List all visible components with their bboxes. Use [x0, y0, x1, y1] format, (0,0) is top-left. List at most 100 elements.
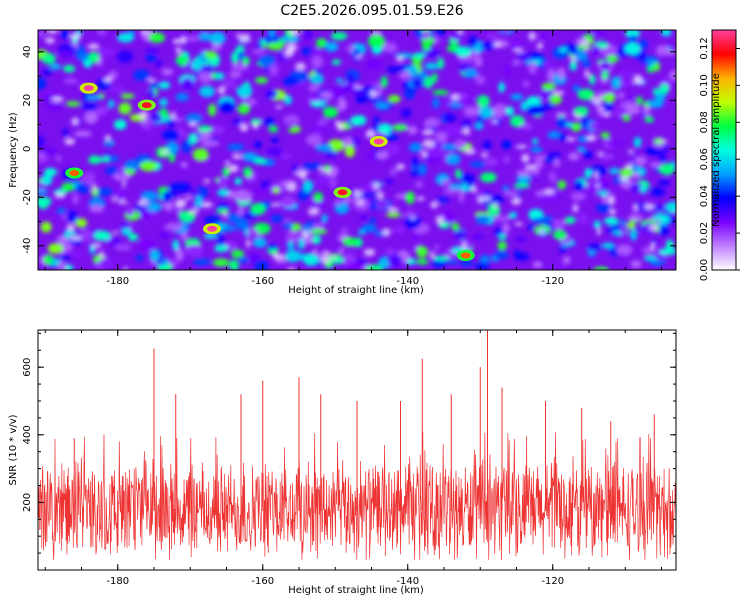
spectrogram-cell — [61, 30, 70, 39]
spectrogram-cell — [235, 218, 249, 231]
spectrogram-cell — [544, 60, 554, 71]
spectrogram-cell — [111, 196, 117, 202]
spectrogram-cell — [150, 112, 163, 123]
spectrogram-cell — [421, 129, 434, 136]
spectrogram-cell — [633, 80, 646, 85]
spectrogram-cell — [640, 185, 647, 194]
spectrogram-cell — [295, 62, 306, 71]
spectrogram-cell — [342, 237, 357, 247]
spectrogram-cell — [609, 208, 616, 215]
spectrogram-cell — [343, 252, 356, 266]
spectrogram-cell — [657, 139, 668, 143]
spectrogram-cell — [340, 226, 349, 235]
spectrogram-cell — [72, 193, 79, 205]
spectrogram-cell — [230, 249, 245, 259]
spectrogram-x-label: Height of straight line (km) — [288, 285, 424, 296]
spectrogram-cell — [241, 152, 257, 162]
spectrogram-cell — [179, 36, 187, 44]
spectrogram-cell — [512, 49, 525, 53]
colorbar-tick-label: 0.02 — [699, 222, 710, 244]
spectrogram-cell — [252, 237, 267, 248]
spectrogram-cell — [538, 194, 556, 201]
spectrogram-cell — [594, 170, 599, 180]
spectrogram-cell — [191, 58, 203, 72]
spectrogram-cell — [492, 42, 502, 48]
spectrogram-cell — [217, 176, 228, 187]
spectrogram-cell — [424, 48, 440, 58]
spectrogram-cell — [657, 150, 667, 163]
spectrogram-cell — [606, 55, 619, 63]
spectrogram-cell — [659, 163, 675, 176]
spectrogram-cell — [149, 249, 160, 262]
spectrogram-peak — [69, 170, 80, 177]
spectrogram-cell — [570, 192, 586, 200]
spectrogram-cell — [454, 139, 466, 149]
spectrogram-cell — [463, 148, 476, 155]
spectrogram-cell — [324, 150, 337, 158]
spectrogram-cell — [311, 234, 322, 245]
spectrogram-cell — [114, 244, 132, 251]
spectrogram-cell — [630, 260, 642, 269]
spectrogram-cell — [532, 261, 543, 269]
spectrogram-cell — [221, 225, 237, 232]
spectrogram-cell — [280, 152, 292, 160]
spectrogram-cell — [493, 202, 498, 209]
spectrogram-cell — [155, 59, 163, 68]
spectrogram-cell — [291, 125, 301, 133]
spectrogram-cell — [181, 140, 191, 154]
spectrogram-cell — [357, 199, 365, 206]
spectrogram-cell — [354, 55, 364, 59]
spectrogram-cell — [579, 40, 590, 46]
spectrogram-cell — [123, 266, 128, 270]
spectrogram-cell — [247, 228, 259, 237]
spectrogram-cell — [301, 230, 311, 238]
spectrogram-cell — [237, 207, 244, 216]
spectrogram-cell — [286, 230, 299, 242]
spectrogram-cell — [472, 234, 485, 240]
spectrogram-cell — [251, 188, 265, 195]
spectrogram-cell — [118, 166, 125, 177]
spectrogram-peak — [373, 138, 384, 145]
spectrogram-cell — [624, 104, 641, 115]
spectrogram-cell — [286, 183, 297, 192]
snr-x-ticks: -180 -160 -140 -120 — [44, 330, 662, 587]
spectrogram-cell — [635, 156, 647, 165]
spectrogram-cell — [568, 43, 579, 55]
spectrogram-cell — [454, 46, 472, 57]
spectrogram-cell — [619, 68, 632, 78]
spectrogram-cell — [369, 89, 376, 98]
spectrogram-cell — [239, 212, 257, 219]
spectrogram-cell — [405, 191, 415, 205]
spectrogram-cell — [476, 95, 490, 107]
spectrogram-cell — [547, 263, 566, 270]
spectrogram-cell — [503, 65, 512, 78]
spectrogram-cell — [539, 34, 549, 41]
y-tick-label: 40 — [22, 45, 33, 58]
spectrogram-cell — [113, 119, 127, 130]
spectrogram-cell — [330, 31, 348, 41]
y-tick-label: 200 — [22, 493, 33, 512]
spectrogram-cell — [584, 167, 592, 179]
spectrogram-cell — [407, 125, 418, 135]
spectrogram-cell — [363, 248, 376, 257]
spectrogram-cell — [120, 227, 132, 236]
spectrogram-cell — [501, 140, 513, 150]
spectrogram-cell — [408, 142, 423, 153]
spectrogram-cell — [203, 215, 221, 226]
spectrogram-x-ticks: -180 -160 -140 -120 — [44, 30, 662, 287]
spectrogram-cell — [198, 71, 213, 83]
spectrogram-cell — [138, 240, 157, 251]
spectrogram-cell — [275, 105, 283, 109]
spectrogram-cell — [624, 163, 634, 170]
spectrogram-cell — [228, 71, 242, 79]
spectrogram-cell — [399, 70, 411, 80]
spectrogram-cell — [63, 78, 78, 84]
spectrogram-cell — [423, 76, 433, 89]
spectrogram-cell — [630, 227, 638, 241]
spectrogram-cell — [380, 76, 388, 88]
spectrogram-cell — [69, 33, 82, 40]
spectrogram-cell — [144, 47, 160, 54]
spectrogram-cell — [223, 79, 236, 89]
snr-spikes — [73, 330, 655, 511]
spectrogram-cell — [587, 243, 602, 252]
